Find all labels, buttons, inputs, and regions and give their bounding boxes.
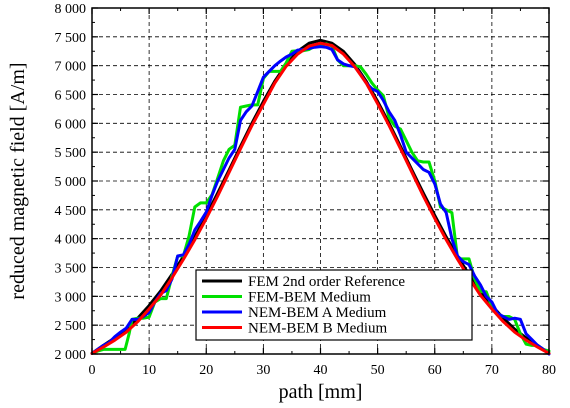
y-tick-label: 6 500 xyxy=(55,89,87,104)
tick-labels: 0 10 20 30 40 50 60 70 80 2 000 2 500 3 000 3 500 4 0… xyxy=(55,2,557,378)
legend-label: NEM-BEM A Medium xyxy=(248,305,387,321)
x-tick-label: 0 xyxy=(89,363,96,378)
y-tick-label: 2 500 xyxy=(55,319,87,334)
x-tick-label: 50 xyxy=(371,363,385,378)
y-tick-label: 4 000 xyxy=(55,233,87,248)
legend-label: FEM-BEM Medium xyxy=(248,290,371,306)
y-tick-label: 7 500 xyxy=(55,31,87,46)
y-tick-label: 4 500 xyxy=(55,204,87,219)
x-tick-label: 40 xyxy=(314,363,328,378)
series-line-1 xyxy=(90,38,551,355)
x-tick-label: 10 xyxy=(142,363,156,378)
x-tick-label: 70 xyxy=(485,363,499,378)
y-tick-label: 6 000 xyxy=(55,117,87,132)
series-line-3 xyxy=(90,45,551,356)
x-tick-label: 20 xyxy=(199,363,213,378)
y-axis-title: reduced magnetic field [A/m] xyxy=(7,62,29,299)
x-axis-title: path [mm] xyxy=(279,381,363,403)
axis-ticks xyxy=(91,7,550,355)
y-tick-label: 5 000 xyxy=(55,175,87,190)
legend-label: NEM-BEM B Medium xyxy=(248,321,388,337)
y-tick-label: 7 000 xyxy=(55,60,87,75)
series-line-4 xyxy=(90,41,551,355)
y-tick-label: 5 500 xyxy=(55,146,87,161)
legend-label: FEM 2nd order Reference xyxy=(248,274,405,290)
y-tick-label: 2 000 xyxy=(55,348,87,363)
y-tick-label: 3 000 xyxy=(55,290,87,305)
x-tick-label: 60 xyxy=(428,363,442,378)
y-tick-label: 3 500 xyxy=(55,262,87,277)
series-lines xyxy=(90,38,551,356)
y-tick-label: 8 000 xyxy=(55,2,87,17)
x-tick-label: 80 xyxy=(542,363,556,378)
x-tick-label: 30 xyxy=(256,363,270,378)
